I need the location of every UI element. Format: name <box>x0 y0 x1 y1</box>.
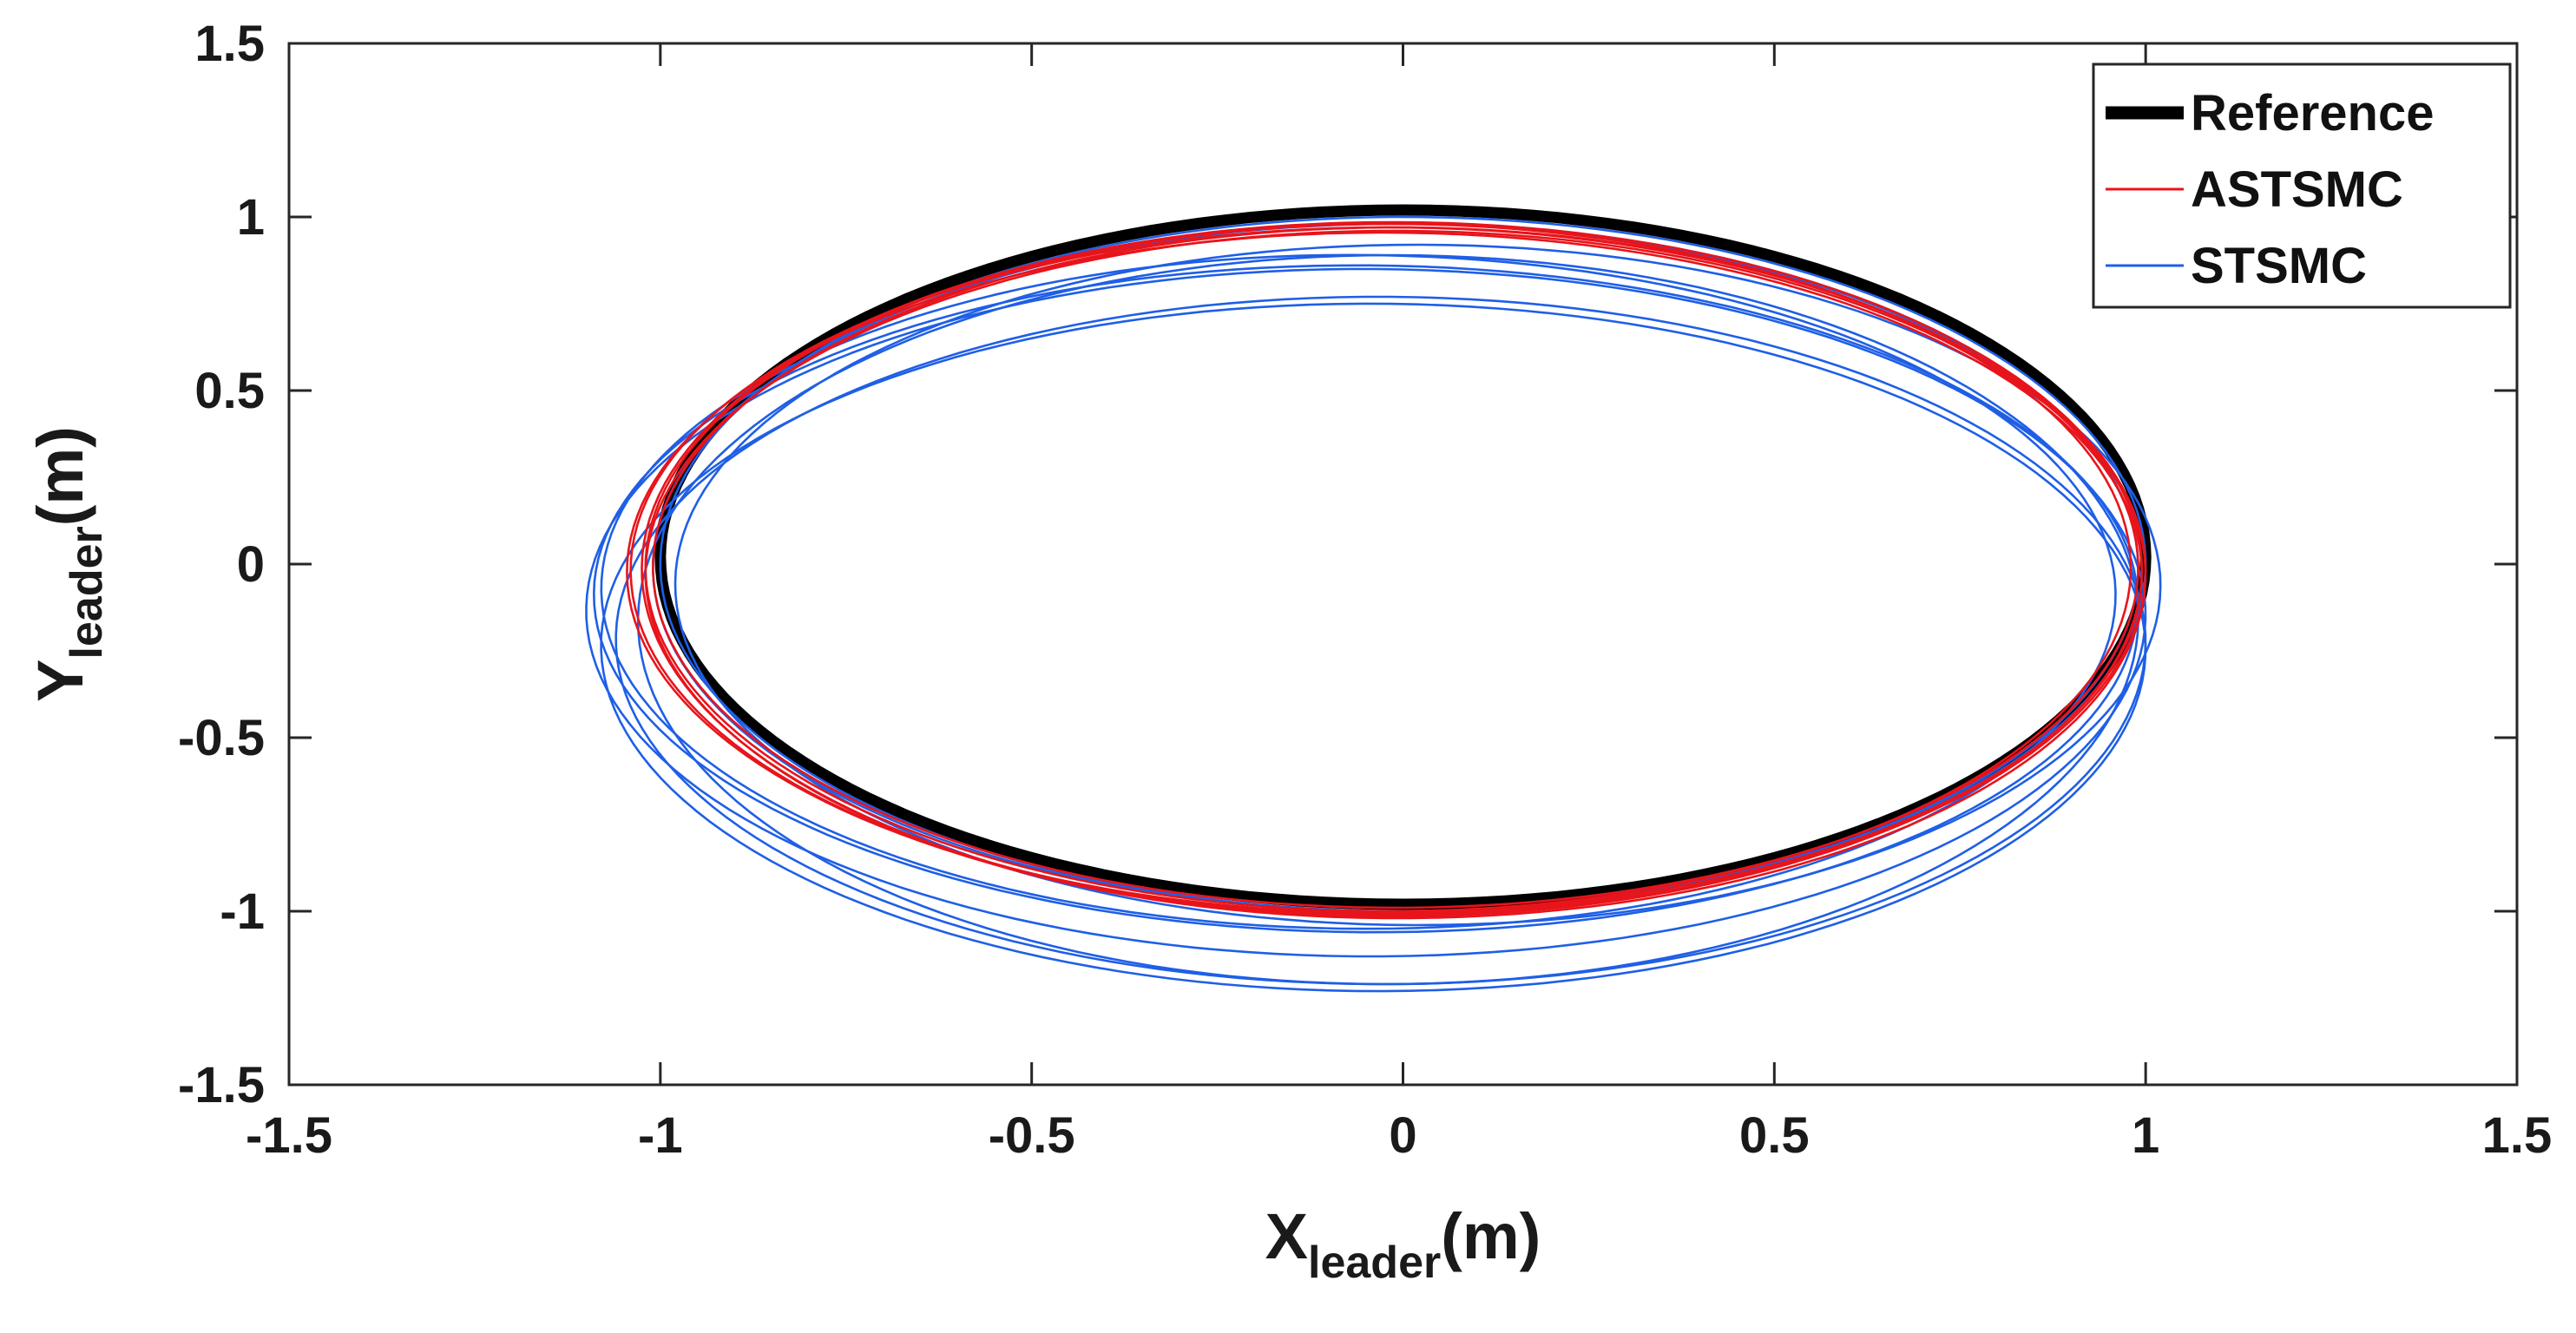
y-tick-label: 0.5 <box>194 363 265 419</box>
y-axis-label-unit: (m) <box>24 426 96 526</box>
legend: Reference ASTSMC STSMC <box>2092 62 2512 309</box>
legend-items: Reference ASTSMC STSMC <box>2106 85 2434 294</box>
x-tick-label: -1.5 <box>246 1107 332 1164</box>
x-axis-label-main: X <box>1265 1200 1308 1272</box>
series-stsmc-loop-4 <box>600 302 2147 993</box>
series-astsmc-loop-3 <box>626 231 2144 915</box>
y-axis-label-main: Y <box>24 659 96 701</box>
series-astsmc-loop-5 <box>644 222 2132 913</box>
x-axis-label: Xleader(m) <box>1265 1200 1541 1288</box>
x-tick-label: -1 <box>638 1107 683 1164</box>
series-astsmc-loop-2 <box>641 220 2144 918</box>
legend-label-reference: Reference <box>2191 85 2434 141</box>
x-tick-label: 0.5 <box>1739 1107 1810 1164</box>
y-tick-label: 1 <box>237 189 265 246</box>
legend-label-astsmc: ASTSMC <box>2191 161 2403 218</box>
x-tick-label: 1 <box>2132 1107 2159 1164</box>
series-layer <box>585 204 2162 993</box>
y-tick-label: -0.5 <box>178 710 265 766</box>
series-stsmc-loop-7 <box>674 243 2162 927</box>
y-tick-label: -1 <box>220 883 265 940</box>
x-tick-label: -0.5 <box>989 1107 1075 1164</box>
x-axis-label-sub: leader <box>1308 1238 1441 1288</box>
series-stsmc-loop-6 <box>593 264 2139 934</box>
y-tick-label: 0 <box>237 536 265 593</box>
series-stsmc-loop-8 <box>600 253 2117 930</box>
series-stsmc-loop-3 <box>614 295 2147 986</box>
x-tick-label: 0 <box>1389 1107 1416 1164</box>
y-tick-label: -1.5 <box>178 1057 265 1113</box>
y-axis-label-sub: leader <box>62 526 112 659</box>
legend-label-stsmc: STSMC <box>2191 238 2367 294</box>
x-axis-label-unit: (m) <box>1441 1200 1541 1272</box>
series-stsmc-loop-2 <box>636 253 2139 986</box>
tick-labels: -1.5 -1 -0.5 0 0.5 1 1.5 -1.5 -1 -0.5 0 0.5 1 1.5 <box>178 16 2552 1164</box>
y-axis-label: Yleader(m) <box>24 426 112 702</box>
y-tick-label: 1.5 <box>194 16 265 72</box>
series-stsmc-loop-5 <box>585 267 2147 958</box>
x-tick-label: 1.5 <box>2482 1107 2553 1164</box>
series-astsmc <box>626 220 2147 920</box>
